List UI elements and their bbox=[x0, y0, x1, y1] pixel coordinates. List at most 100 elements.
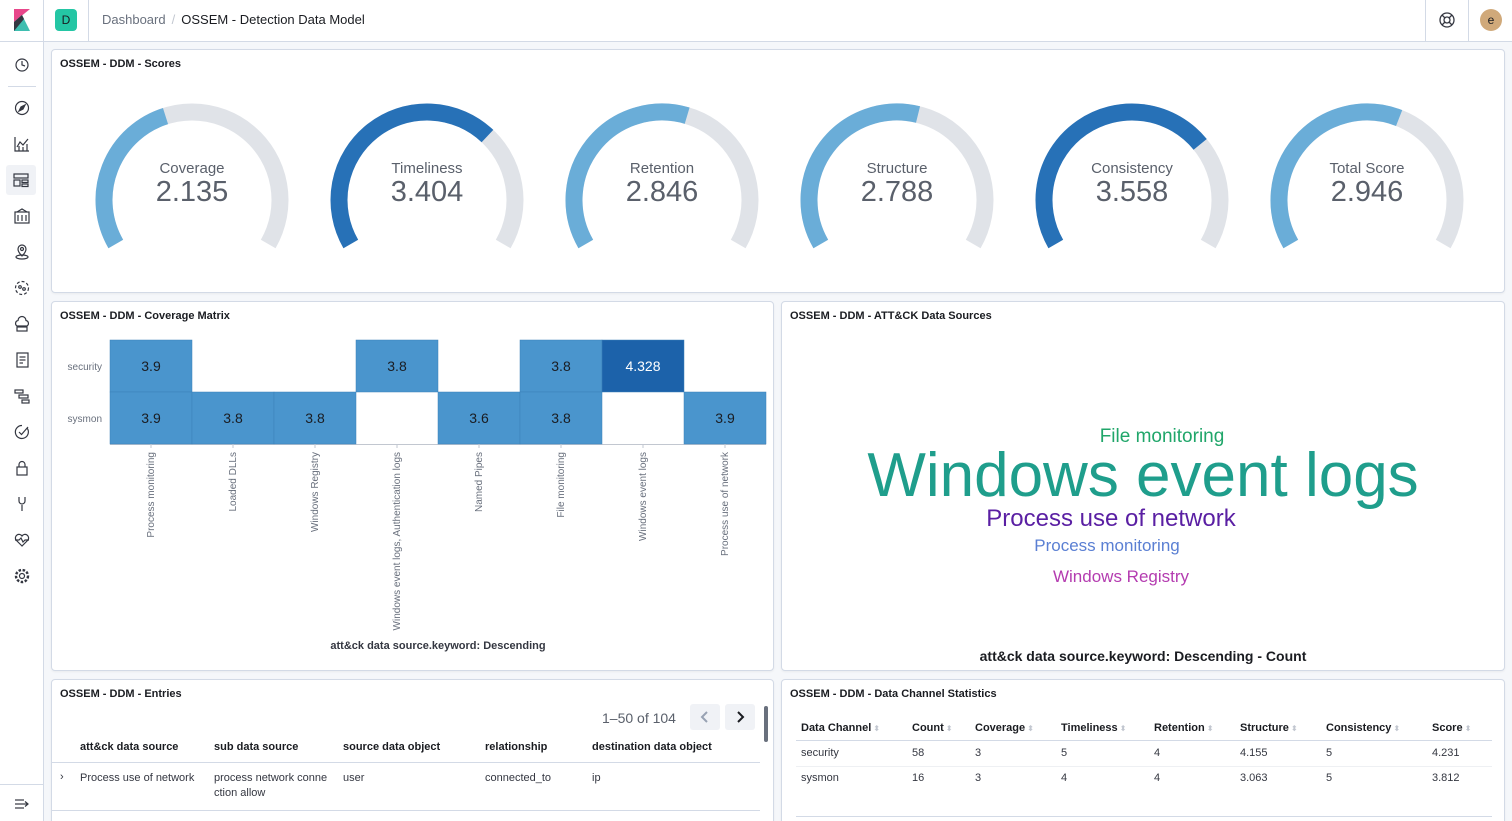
gauge-label: Total Score bbox=[1329, 160, 1405, 177]
wordcloud-word[interactable]: Windows Registry bbox=[1052, 567, 1190, 586]
heatmap-cell[interactable] bbox=[519, 391, 603, 445]
gauge-coverage[interactable]: Coverage 2.135 bbox=[92, 100, 292, 249]
scores-panel: OSSEM - DDM - Scores Coverage 2.135 Timeli… bbox=[51, 49, 1505, 293]
infrastructure-icon[interactable] bbox=[12, 314, 32, 334]
column-header[interactable]: Score ⬍ bbox=[1432, 722, 1472, 734]
expand-row-icon[interactable]: › bbox=[60, 771, 64, 783]
visualize-icon[interactable] bbox=[12, 134, 32, 154]
wordcloud-word[interactable]: File monitoring bbox=[1099, 426, 1225, 447]
management-icon[interactable] bbox=[12, 566, 32, 586]
maps-icon[interactable] bbox=[12, 242, 32, 262]
heatmap-cell-label: 3.6 bbox=[469, 410, 489, 426]
ml-icon[interactable] bbox=[12, 278, 32, 298]
next-page-button[interactable] bbox=[725, 704, 755, 730]
uptime-icon[interactable] bbox=[12, 422, 32, 442]
table-cell: process network connection allow bbox=[214, 772, 328, 799]
heatmap-cell[interactable] bbox=[191, 391, 275, 445]
top-divider bbox=[1468, 0, 1469, 42]
gauge-fill bbox=[565, 103, 690, 249]
table-cell: user bbox=[343, 772, 365, 784]
heatmap-cell[interactable] bbox=[437, 391, 521, 445]
column-header[interactable]: Retention ⬍ bbox=[1154, 722, 1214, 734]
column-header[interactable]: relationship bbox=[485, 741, 548, 753]
table-cell: 4 bbox=[1154, 772, 1161, 784]
logs-icon[interactable] bbox=[12, 350, 32, 370]
recently-viewed-icon[interactable] bbox=[12, 55, 32, 75]
top-divider bbox=[88, 0, 89, 42]
kibana-logo-icon[interactable] bbox=[12, 9, 32, 31]
gauge-timeliness[interactable]: Timeliness 3.404 bbox=[327, 100, 527, 249]
gauge-value: 2.946 bbox=[1330, 176, 1404, 208]
column-header[interactable]: Timeliness ⬍ bbox=[1061, 722, 1127, 734]
gauge-fill bbox=[1270, 103, 1403, 249]
gauge-arc bbox=[1270, 103, 1464, 249]
column-header[interactable]: source data object bbox=[343, 741, 441, 753]
wordcloud-word[interactable]: Process use of network bbox=[986, 505, 1236, 532]
column-header[interactable]: Consistency ⬍ bbox=[1326, 722, 1401, 734]
gauge-arc bbox=[330, 103, 524, 249]
column-header[interactable]: sub data source bbox=[214, 741, 299, 753]
heatmap-cell-label: 3.9 bbox=[715, 410, 735, 426]
column-header[interactable]: Count ⬍ bbox=[912, 722, 953, 734]
table-cell: security bbox=[801, 747, 839, 759]
collapse-nav-icon[interactable] bbox=[12, 794, 32, 814]
gauge-label: Coverage bbox=[159, 160, 225, 177]
x-tick-label: Windows event logs bbox=[638, 452, 649, 541]
canvas-icon[interactable] bbox=[12, 206, 32, 226]
heatmap-cell[interactable] bbox=[273, 391, 357, 445]
gauge-arc bbox=[565, 103, 759, 249]
gauge-structure[interactable]: Structure 2.788 bbox=[797, 100, 997, 249]
column-header[interactable]: att&ck data source bbox=[80, 741, 179, 753]
side-nav bbox=[0, 42, 44, 821]
monitoring-icon[interactable] bbox=[12, 530, 32, 550]
dashboard-icon[interactable] bbox=[6, 165, 36, 195]
gauge-consistency[interactable]: Consistency 3.558 bbox=[1032, 100, 1232, 249]
sort-icon: ⬍ bbox=[1290, 724, 1298, 733]
prev-page-button[interactable] bbox=[690, 704, 720, 730]
heatmap-cell-label: 4.328 bbox=[625, 358, 660, 374]
x-tick-label: File monitoring bbox=[556, 452, 567, 518]
user-avatar[interactable]: e bbox=[1480, 9, 1502, 31]
breadcrumb-dashboard-link[interactable]: Dashboard bbox=[102, 12, 166, 27]
heatmap-cell-label: 3.8 bbox=[223, 410, 243, 426]
gauge-retention[interactable]: Retention 2.846 bbox=[562, 100, 762, 249]
heatmap-cell-label: 3.8 bbox=[551, 410, 571, 426]
sort-icon: ⬍ bbox=[945, 724, 953, 733]
gauge-arc bbox=[1035, 103, 1229, 249]
wordcloud-word[interactable]: Process monitoring bbox=[1034, 536, 1180, 555]
sort-icon: ⬍ bbox=[1206, 724, 1214, 733]
space-avatar[interactable]: D bbox=[55, 9, 77, 31]
heatmap-cell[interactable] bbox=[601, 339, 685, 393]
gauge-label: Consistency bbox=[1091, 160, 1173, 177]
wordcloud-word[interactable]: Windows event logs bbox=[867, 441, 1419, 510]
apm-icon[interactable] bbox=[12, 386, 32, 406]
siem-icon[interactable] bbox=[12, 458, 32, 478]
sort-icon: ⬍ bbox=[1119, 724, 1127, 733]
header-divider bbox=[796, 740, 1492, 741]
help-icon[interactable] bbox=[1438, 11, 1456, 29]
heatmap-cell[interactable] bbox=[109, 339, 193, 393]
heatmap-cell[interactable] bbox=[109, 391, 193, 445]
sort-icon: ⬍ bbox=[1027, 724, 1034, 733]
scrollbar[interactable] bbox=[764, 706, 768, 742]
page-title: OSSEM - Detection Data Model bbox=[181, 12, 365, 27]
table-cell: 16 bbox=[912, 772, 925, 784]
column-header[interactable]: Structure ⬍ bbox=[1240, 722, 1298, 734]
top-divider bbox=[43, 0, 44, 42]
breadcrumb-separator: / bbox=[171, 12, 176, 27]
column-header[interactable]: Coverage ⬍ bbox=[975, 722, 1034, 734]
table-cell: connected_to bbox=[485, 772, 552, 784]
gauge-total-score[interactable]: Total Score 2.946 bbox=[1267, 100, 1467, 249]
heatmap-cell[interactable] bbox=[355, 339, 439, 393]
heatmap-cell[interactable] bbox=[683, 391, 767, 445]
gauge-label: Retention bbox=[629, 160, 695, 177]
heatmap-cell-label: 3.8 bbox=[387, 358, 407, 374]
discover-icon[interactable] bbox=[12, 98, 32, 118]
table-cell: 58 bbox=[912, 747, 925, 759]
heatmap-cell-label: 3.9 bbox=[141, 358, 161, 374]
heatmap-cell-label: 3.9 bbox=[141, 410, 161, 426]
dev-tools-icon[interactable] bbox=[12, 494, 32, 514]
column-header[interactable]: Data Channel ⬍ bbox=[801, 722, 880, 734]
heatmap-cell[interactable] bbox=[519, 339, 603, 393]
column-header[interactable]: destination data object bbox=[592, 741, 712, 753]
